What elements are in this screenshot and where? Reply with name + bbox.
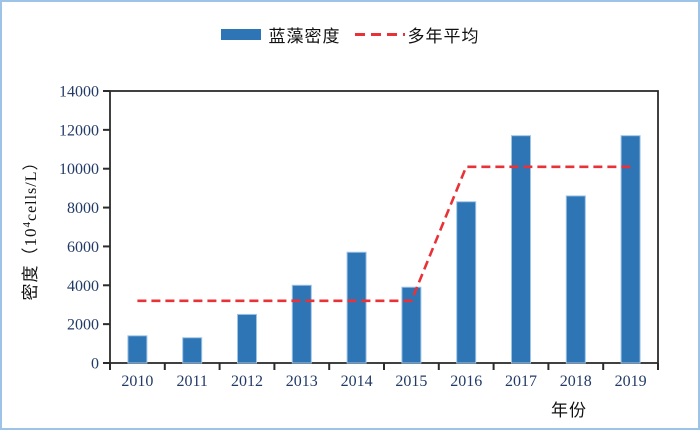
legend-bar-label: 蓝藻密度 xyxy=(268,27,341,46)
x-tick-label: 2014 xyxy=(341,373,373,390)
x-tick-label: 2018 xyxy=(560,373,592,390)
bar xyxy=(237,313,257,364)
x-tick-label: 2015 xyxy=(395,373,427,390)
y-tick-label: 14000 xyxy=(59,84,99,101)
y-tick-label: 0 xyxy=(91,356,99,373)
bar xyxy=(565,195,586,364)
bar xyxy=(456,201,477,364)
y-tick-label: 2000 xyxy=(67,317,99,334)
x-axis-title: 年份 xyxy=(551,401,587,420)
x-tick-label: 2012 xyxy=(231,373,263,390)
legend-bar-swatch xyxy=(220,29,261,40)
x-tick-label: 2010 xyxy=(121,373,153,390)
x-tick-label: 2016 xyxy=(450,373,482,390)
bar xyxy=(401,286,422,364)
average-line xyxy=(137,165,631,303)
y-tick-label: 4000 xyxy=(67,278,99,295)
bar xyxy=(291,284,312,364)
bar xyxy=(127,335,148,364)
y-tick-label: 8000 xyxy=(67,200,99,217)
y-axis-title: 密度（104cells/L） xyxy=(21,153,40,300)
x-tick-label: 2013 xyxy=(286,373,318,390)
y-tick-label: 10000 xyxy=(59,161,99,178)
bar xyxy=(182,337,203,364)
bar xyxy=(346,251,367,364)
legend-line-label: 多年平均 xyxy=(407,27,480,46)
y-tick-label: 12000 xyxy=(59,122,99,139)
x-tick-label: 2011 xyxy=(176,373,207,390)
x-tick-label: 2019 xyxy=(615,373,647,390)
bar xyxy=(620,135,641,364)
legend-dashed-line-sample xyxy=(354,33,405,36)
y-tick-label: 6000 xyxy=(67,239,99,256)
chart-legend: 蓝藻密度 多年平均 xyxy=(2,22,698,47)
x-tick-label: 2017 xyxy=(505,373,537,390)
bar xyxy=(511,135,531,364)
